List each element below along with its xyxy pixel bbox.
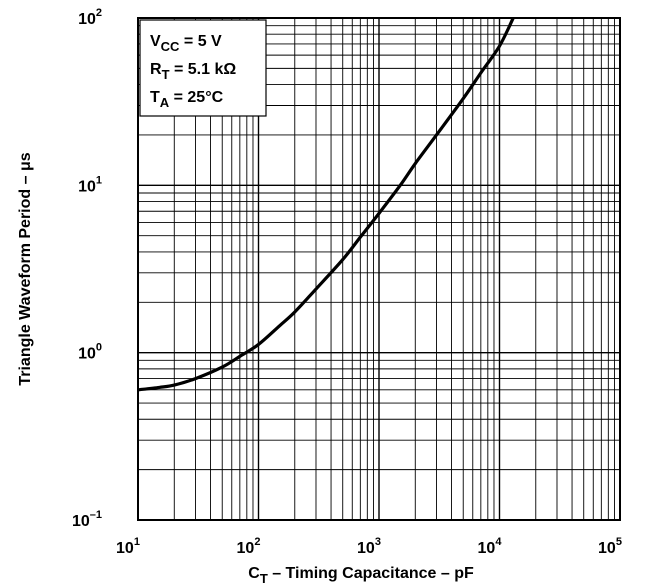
x-axis-label-symbol: C	[248, 565, 260, 582]
x-tick-exponent: 3	[375, 536, 381, 548]
x-tick-base: 10	[116, 540, 134, 557]
x-tick-base: 10	[598, 540, 616, 557]
condition-value: = 25°C	[169, 89, 223, 106]
x-tick-exponent: 1	[134, 536, 140, 548]
x-axis-label-subscript: T	[260, 571, 268, 584]
y-tick-base: 10	[78, 346, 96, 363]
condition-text: VCC = 5 V	[150, 33, 222, 54]
condition-subscript: CC	[161, 39, 180, 54]
x-axis-label: CT – Timing Capacitance – pF	[248, 565, 474, 584]
condition-value: = 5 V	[179, 33, 222, 50]
x-tick-exponent: 4	[495, 536, 502, 548]
y-tick-label: 100	[78, 342, 102, 363]
condition-text: TA = 25°C	[150, 89, 224, 110]
y-tick-base: 10	[78, 11, 96, 28]
y-tick-label: 102	[78, 7, 102, 28]
x-tick-exponent: 2	[254, 536, 260, 548]
plot-area-frame	[137, 17, 621, 521]
y-tick-base: 10	[72, 513, 90, 530]
y-axis-label: Triangle Waveform Period – μs	[17, 152, 34, 385]
y-tick-exponent: –1	[90, 509, 102, 521]
x-tick-label: 103	[357, 536, 381, 557]
y-tick-exponent: 0	[96, 342, 102, 354]
y-tick-label: 10–1	[72, 509, 102, 530]
x-tick-label: 102	[237, 536, 261, 557]
condition-subscript: T	[162, 67, 170, 82]
conditions-box-background	[139, 19, 267, 117]
condition-symbol: V	[150, 33, 161, 50]
condition-symbol: R	[150, 61, 162, 78]
x-tick-base: 10	[357, 540, 375, 557]
condition-subscript: A	[160, 95, 170, 110]
y-tick-base: 10	[78, 178, 96, 195]
series-line-period	[137, 17, 515, 392]
y-tick-exponent: 2	[96, 7, 102, 19]
condition-symbol: T	[150, 89, 160, 106]
y-tick-label: 101	[78, 174, 102, 195]
x-tick-base: 10	[237, 540, 255, 557]
condition-value: = 5.1 kΩ	[170, 61, 237, 78]
x-axis-label-text: – Timing Capacitance – pF	[268, 565, 474, 582]
y-tick-exponent: 1	[96, 174, 102, 186]
x-tick-exponent: 5	[616, 536, 622, 548]
x-tick-label: 105	[598, 536, 622, 557]
x-tick-base: 10	[478, 540, 496, 557]
x-tick-label: 104	[478, 536, 503, 557]
condition-text: RT = 5.1 kΩ	[150, 61, 236, 82]
x-tick-labels: 101 102 103 104 105	[116, 536, 622, 557]
x-tick-label: 101	[116, 536, 140, 557]
